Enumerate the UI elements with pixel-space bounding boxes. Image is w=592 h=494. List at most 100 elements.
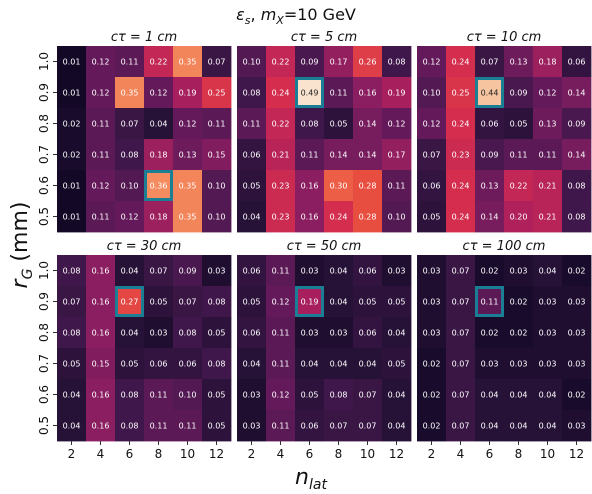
cell-value-label: 0.11 <box>243 120 261 129</box>
heatmap-cell <box>115 170 145 202</box>
cell-value-label: 0.03 <box>301 267 319 276</box>
cell-value-label: 0.18 <box>539 58 557 67</box>
heatmap-cell <box>446 139 476 171</box>
x-tick-label: 6 <box>126 447 134 461</box>
cell-value-label: 0.06 <box>423 182 441 191</box>
heatmap-cell <box>266 170 296 202</box>
y-tick-label: 1.0 <box>37 261 51 280</box>
cell-value-label: 0.24 <box>330 213 348 222</box>
x-tick-label: 8 <box>155 447 163 461</box>
y-axis-label: rG (mm) <box>8 202 36 289</box>
heatmap-cell <box>144 139 174 171</box>
heatmap-cell <box>382 108 412 140</box>
heatmap-cell <box>504 379 534 411</box>
heatmap-cell <box>173 201 203 233</box>
cell-value-label: 0.11 <box>388 182 406 191</box>
heatmap-cell <box>533 286 563 318</box>
y-tick-label: 0.7 <box>37 354 51 373</box>
heatmap-cell <box>504 77 534 109</box>
cell-value-label: 0.06 <box>481 120 499 129</box>
cell-value-label: 0.01 <box>63 89 81 98</box>
heatmap-cell <box>115 255 145 287</box>
cell-value-label: 0.12 <box>388 120 406 129</box>
heatmap-cell <box>266 379 296 411</box>
heatmap-cell <box>562 410 592 442</box>
heatmap-cell <box>266 77 296 109</box>
heatmap-cell <box>202 201 232 233</box>
cell-value-label: 0.01 <box>63 182 81 191</box>
heatmap-cell <box>57 410 87 442</box>
heatmap-cell <box>57 348 87 380</box>
cell-value-label: 0.02 <box>63 151 81 160</box>
heatmap-cell <box>562 255 592 287</box>
heatmap-cell <box>202 410 232 442</box>
heatmap-cell <box>173 379 203 411</box>
cell-value-label: 0.11 <box>330 89 348 98</box>
cell-value-label: 0.35 <box>121 89 139 98</box>
heatmap-cell <box>504 201 534 233</box>
heatmap-cell <box>202 77 232 109</box>
cell-value-label: 0.03 <box>481 360 499 369</box>
heatmap-cell <box>562 201 592 233</box>
x-tick-label: 12 <box>209 447 224 461</box>
cell-value-label: 0.13 <box>179 151 197 160</box>
cell-value-label: 0.05 <box>388 298 406 307</box>
heatmap-cell <box>57 46 87 78</box>
heatmap-panel-1: cτ = 1 cm 0.01 0.12 0.11 0.22 0.35 0.07 0.01 0.1… <box>37 30 232 233</box>
cell-value-label: 0.10 <box>121 182 139 191</box>
cell-value-label: 0.13 <box>481 182 499 191</box>
cell-value-label: 0.08 <box>121 151 139 160</box>
cell-value-label: 0.03 <box>423 329 441 338</box>
cell-value-label: 0.02 <box>481 329 499 338</box>
cell-value-label: 0.22 <box>150 58 168 67</box>
heatmap-cell <box>446 108 476 140</box>
heatmap-cell <box>382 348 412 380</box>
cell-value-label: 0.08 <box>388 58 406 67</box>
heatmap-panel-4: cτ = 30 cm 0.08 0.16 0.04 0.07 0.09 0.03 0.07 0.… <box>37 239 232 461</box>
cell-value-label: 0.08 <box>63 329 81 338</box>
heatmap-cell <box>562 379 592 411</box>
heatmap-cell <box>417 286 447 318</box>
heatmap-cell <box>353 379 383 411</box>
x-tick-label: 10 <box>540 447 555 461</box>
heatmap-cell <box>295 77 325 109</box>
heatmap-cell <box>237 317 267 349</box>
cell-value-label: 0.13 <box>539 120 557 129</box>
cell-value-label: 0.02 <box>423 422 441 431</box>
heatmap-cell <box>86 348 116 380</box>
heatmap-cell <box>324 201 354 233</box>
heatmap-cell <box>446 77 476 109</box>
y-tick-label: 0.6 <box>37 176 51 195</box>
heatmap-cell <box>237 286 267 318</box>
heatmap-cell <box>173 348 203 380</box>
heatmap-cell <box>324 139 354 171</box>
cell-value-label: 0.16 <box>92 329 110 338</box>
cell-value-label: 0.04 <box>301 360 319 369</box>
cell-value-label: 0.11 <box>272 422 290 431</box>
heatmap-cell <box>475 46 505 78</box>
heatmap-cell <box>115 410 145 442</box>
cell-value-label: 0.07 <box>452 329 470 338</box>
heatmap-cell <box>446 317 476 349</box>
heatmap-cell <box>504 255 534 287</box>
cell-value-label: 0.07 <box>208 58 226 67</box>
cell-value-label: 0.06 <box>301 422 319 431</box>
cell-value-label: 0.04 <box>510 391 528 400</box>
cell-value-label: 0.25 <box>208 89 226 98</box>
heatmap-cell <box>202 255 232 287</box>
heatmap-cell <box>533 139 563 171</box>
heatmap-cell <box>237 410 267 442</box>
cell-value-label: 0.22 <box>510 182 528 191</box>
cell-value-label: 0.07 <box>179 298 197 307</box>
cell-value-label: 0.07 <box>63 298 81 307</box>
cell-value-label: 0.04 <box>63 391 81 400</box>
heatmap-cell <box>324 410 354 442</box>
cell-value-label: 0.03 <box>510 267 528 276</box>
heatmap-cell <box>295 410 325 442</box>
cell-value-label: 0.28 <box>359 213 377 222</box>
cell-value-label: 0.07 <box>452 267 470 276</box>
cell-value-label: 0.04 <box>243 360 261 369</box>
heatmap-cell <box>86 255 116 287</box>
cell-value-label: 0.05 <box>208 329 226 338</box>
heatmap-cell <box>353 317 383 349</box>
